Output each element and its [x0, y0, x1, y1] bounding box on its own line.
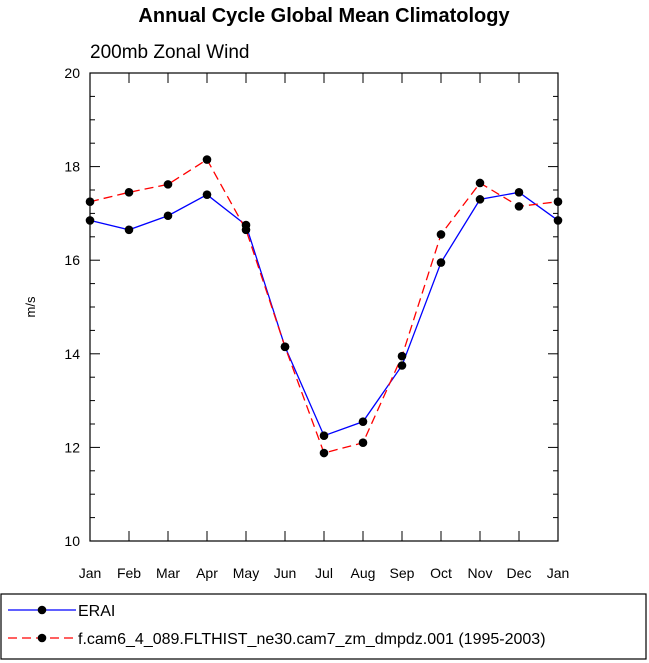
x-tick-label: May	[233, 565, 259, 581]
y-tick-label: 20	[64, 65, 80, 81]
x-tick-label: Aug	[351, 565, 376, 581]
series-2-point	[124, 188, 134, 197]
series-1-point	[553, 216, 563, 225]
y-tick-label: 10	[64, 533, 80, 549]
series-2-point	[280, 342, 290, 352]
legend-label-1: ERAI	[78, 603, 115, 620]
series-2-point	[514, 202, 524, 211]
y-tick-labels: 10 12 14 16 18 20	[64, 65, 80, 549]
y-tick-label: 16	[64, 252, 80, 268]
series-1-point	[124, 225, 134, 235]
chart-subtitle: 200mb Zonal Wind	[90, 42, 249, 63]
series-1-point	[319, 431, 329, 441]
x-tick-label: Jan	[79, 565, 102, 581]
x-tick-label: Jul	[315, 565, 333, 581]
x-tick-label: Apr	[196, 565, 218, 581]
y-tick-label: 14	[64, 346, 80, 362]
series-1-point	[202, 190, 212, 199]
series-2-point	[475, 178, 485, 188]
legend: ERAI f.cam6_4_089.FLTHIST_ne30.cam7_zm_dm…	[0, 593, 647, 660]
x-tick-label: Sep	[390, 565, 415, 581]
series-line-1	[89, 191, 559, 437]
y-tick-label: 18	[64, 159, 80, 175]
series-2-point	[553, 197, 563, 206]
chart-title: Annual Cycle Global Mean Climatology	[138, 5, 510, 27]
x-tick-label: Oct	[430, 565, 452, 581]
plot-frame	[89, 72, 559, 542]
y-axis-label: m/s	[23, 296, 38, 317]
series-1-point	[397, 361, 407, 370]
series-2-point	[319, 448, 329, 458]
x-tick-labels: Jan Feb Mar Apr May Jun Jul Aug Sep Oct Nov Dec Jan	[79, 565, 570, 581]
series-1-point	[163, 211, 173, 221]
series-2-point	[85, 197, 95, 206]
x-tick-label: Mar	[156, 565, 180, 581]
series-2-point	[241, 225, 251, 235]
series-2-point	[202, 155, 212, 164]
legend-box	[0, 593, 647, 660]
legend-label-2: f.cam6_4_089.FLTHIST_ne30.cam7_zm_dmpdz.…	[78, 631, 546, 648]
series-2-point	[358, 438, 368, 448]
x-tick-label: Jun	[274, 565, 297, 581]
series-1-point	[514, 188, 524, 197]
series-1-point	[85, 216, 95, 225]
x-tick-label: Jan	[547, 565, 570, 581]
series-1-point	[436, 258, 446, 267]
series-line-2	[89, 158, 559, 454]
series-2-point	[397, 351, 407, 361]
axis-ticks	[89, 72, 559, 542]
series-layer	[85, 155, 563, 458]
x-tick-label: Nov	[468, 565, 493, 581]
x-tick-label: Dec	[507, 565, 532, 581]
series-1-point	[475, 195, 485, 204]
series-1-point	[358, 417, 368, 426]
series-2-point	[163, 180, 173, 189]
series-2-point	[436, 230, 446, 239]
x-tick-label: Feb	[117, 565, 141, 581]
legend-marker-2	[37, 633, 47, 643]
legend-marker-1	[37, 605, 47, 615]
y-tick-label: 12	[64, 439, 80, 455]
